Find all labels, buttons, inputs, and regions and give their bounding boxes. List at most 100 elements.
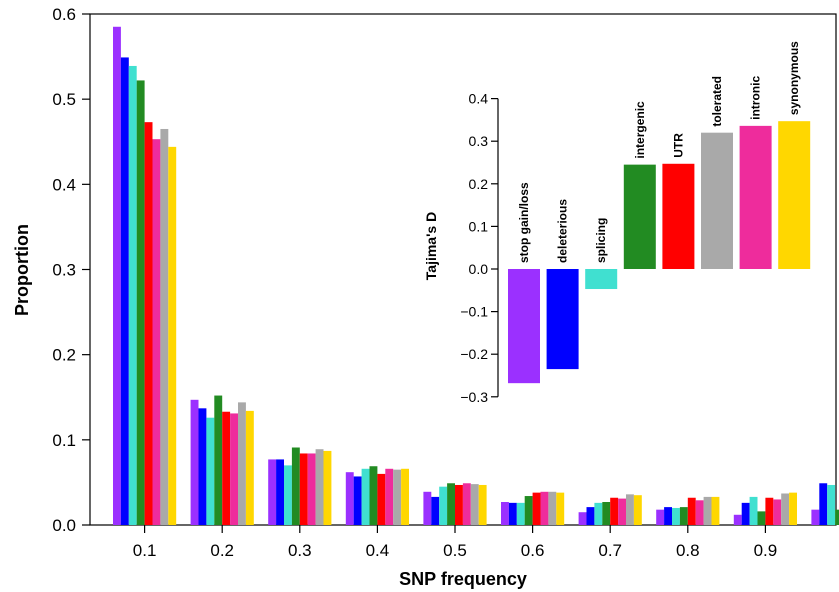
main-bar <box>369 466 378 525</box>
main-x-axis: 0.10.20.30.40.50.60.70.80.91 <box>133 525 839 560</box>
main-bar <box>128 65 137 526</box>
main-x-tick-label: 0.1 <box>133 541 157 560</box>
main-bar <box>733 514 742 525</box>
main-bar <box>757 511 766 525</box>
main-y-tick-label: 0.3 <box>52 261 76 280</box>
main-bar <box>230 413 238 525</box>
main-bar <box>703 496 712 525</box>
main-bar <box>711 496 720 525</box>
main-bar <box>626 494 634 525</box>
main-bar <box>377 473 386 525</box>
main-bar <box>656 509 665 525</box>
main-bar <box>610 497 619 525</box>
main-bar <box>361 468 370 525</box>
main-x-tick-label: 0.3 <box>288 541 312 560</box>
main-y-tick-label: 0.0 <box>52 516 76 535</box>
main-x-tick-label: 0.4 <box>366 541 390 560</box>
main-bar <box>113 26 121 526</box>
main-bar <box>307 453 316 525</box>
main-bar <box>353 476 362 525</box>
main-bar <box>827 484 836 525</box>
main-y-axis: 0.0 0.1 0.2 0.3 0.4 0.5 0.6 <box>52 5 90 535</box>
main-bars <box>113 26 839 526</box>
main-bar <box>393 469 402 525</box>
main-bar <box>548 491 557 525</box>
main-bar <box>556 492 565 525</box>
inset-bars: stop gain/loss deleterious splicing interge… <box>508 41 811 384</box>
main-x-axis-label: SNP frequency <box>399 569 527 589</box>
main-bar <box>276 459 284 525</box>
main-bar <box>291 447 300 525</box>
main-bar <box>672 507 680 525</box>
main-bar <box>168 146 177 526</box>
main-bar <box>765 497 774 525</box>
main-bar <box>401 468 409 525</box>
main-bar <box>773 499 782 525</box>
inset-y-tick-label: 0.3 <box>469 133 489 149</box>
inset-bar-label: intergenic <box>633 101 647 159</box>
main-bar <box>835 509 839 525</box>
main-bar <box>819 483 828 525</box>
main-bar <box>238 402 246 525</box>
inset-chart: −0.3 −0.2 −0.1 0.0 0.1 0.2 0.3 0.4 stop gain/lo… <box>423 41 811 405</box>
main-bar <box>687 497 696 525</box>
inset-y-tick-label: 0.0 <box>469 261 489 277</box>
main-bar <box>423 491 432 525</box>
inset-bar <box>508 269 540 384</box>
main-bar <box>516 502 525 525</box>
main-y-axis-label: Proportion <box>12 224 32 316</box>
main-bar <box>664 507 672 525</box>
main-bar <box>594 502 603 525</box>
inset-bar-label: tolerated <box>710 76 724 127</box>
main-bar <box>540 491 549 525</box>
main-bar <box>214 395 223 525</box>
main-bar <box>478 484 487 525</box>
inset-bar-label: synonymous <box>787 41 801 115</box>
main-bar <box>455 484 463 525</box>
main-bar <box>222 411 231 525</box>
main-bar <box>299 453 308 525</box>
inset-bar-label: stop gain/loss <box>517 182 531 263</box>
main-bar <box>315 449 324 525</box>
main-bar <box>198 408 207 525</box>
main-x-tick-label: 0.8 <box>676 541 700 560</box>
main-bar <box>284 465 292 525</box>
main-bar <box>749 496 758 525</box>
main-bar <box>160 128 169 525</box>
inset-bar-label: intronic <box>749 76 763 120</box>
main-y-tick-label: 0.6 <box>52 5 76 24</box>
main-bar <box>789 492 797 525</box>
main-bar <box>741 502 750 525</box>
inset-bar <box>662 163 695 269</box>
main-bar <box>578 512 587 525</box>
main-bar <box>136 80 145 526</box>
main-bar <box>385 468 394 525</box>
inset-y-axis-label: Tajima's D <box>423 212 439 280</box>
main-bar <box>268 459 277 525</box>
inset-y-tick-label: 0.1 <box>469 218 489 234</box>
main-bar <box>781 493 790 525</box>
inset-bar <box>623 164 656 269</box>
main-bar <box>447 483 455 525</box>
main-y-tick-label: 0.4 <box>52 175 76 194</box>
inset-y-tick-label: −0.3 <box>460 389 488 405</box>
main-y-tick-label: 0.2 <box>52 346 76 365</box>
main-bar <box>633 495 642 525</box>
inset-y-tick-label: 0.2 <box>469 176 489 192</box>
main-x-tick-label: 0.7 <box>598 541 622 560</box>
main-bar <box>602 502 611 525</box>
inset-bar <box>778 121 811 269</box>
main-bar <box>695 500 704 525</box>
main-bar <box>144 122 153 525</box>
main-bar <box>462 483 471 525</box>
inset-bar <box>739 125 772 269</box>
main-chart: 0.0 0.1 0.2 0.3 0.4 0.5 0.6 0.1 0.2 0.3 0.4 0.5 0.6… <box>12 5 839 589</box>
main-bar <box>345 472 354 525</box>
main-bar <box>501 502 509 525</box>
main-bar <box>206 417 215 525</box>
main-bar <box>431 496 440 525</box>
main-x-tick-label: 0.5 <box>443 541 467 560</box>
main-bar <box>323 450 332 525</box>
main-bar <box>679 507 688 525</box>
